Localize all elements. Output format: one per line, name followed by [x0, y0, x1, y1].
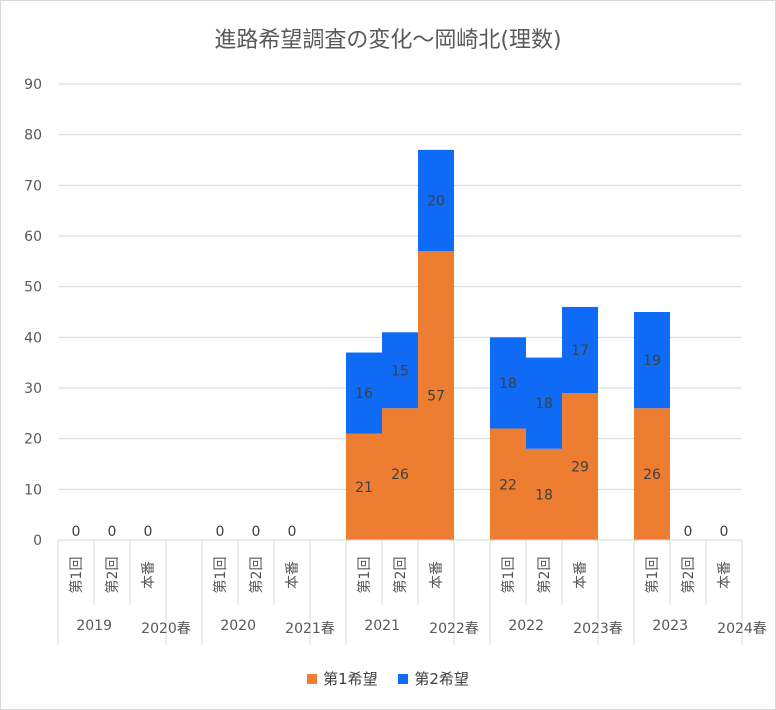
bar-series-1 — [634, 408, 670, 540]
y-tick-label: 80 — [24, 128, 42, 144]
data-label-series-1: 26 — [643, 467, 661, 483]
category-label: 第2回 — [104, 557, 121, 594]
group-label-season: 2020春 — [141, 621, 191, 637]
group-label-season: 2021春 — [285, 621, 335, 637]
group-label: 2021 — [364, 618, 400, 634]
bar-series-2 — [418, 149, 454, 252]
bar-series-2 — [634, 312, 670, 409]
group-label: 2020 — [220, 618, 256, 634]
bar-series-2 — [526, 357, 562, 449]
legend-swatch-series-2 — [398, 673, 409, 684]
data-label-series-1: 57 — [427, 389, 445, 405]
data-label-series-2: 18 — [535, 396, 553, 412]
bar-series-1 — [562, 393, 598, 540]
data-label-series-2: 0 — [720, 524, 729, 540]
legend-swatch-series-1 — [307, 673, 318, 684]
y-tick-label: 20 — [24, 432, 42, 448]
category-label: 本番 — [141, 561, 157, 589]
group-label: 2022 — [508, 618, 544, 634]
legend-label-series-2: 第2希望 — [414, 670, 469, 688]
data-label-series-1: 29 — [571, 460, 589, 476]
data-label-series-1: 0 — [252, 524, 261, 540]
bar-series-2 — [562, 306, 598, 394]
legend: 第1希望 第2希望 — [0, 668, 776, 689]
y-tick-label: 10 — [24, 482, 42, 498]
group-label: 2019 — [76, 618, 112, 634]
category-label: 第1回 — [212, 557, 229, 594]
data-label-series-2: 19 — [643, 353, 661, 369]
data-label-series-2: 15 — [391, 363, 409, 379]
category-label: 第1回 — [644, 557, 661, 594]
bar-series-2 — [346, 352, 382, 434]
y-tick-label: 70 — [24, 178, 42, 194]
data-label-series-1: 21 — [355, 480, 373, 496]
bar-series-1 — [382, 408, 418, 540]
group-label-season: 2024春 — [717, 621, 767, 637]
data-label-series-1: 26 — [391, 467, 409, 483]
chart-title: 進路希望調査の変化〜岡崎北(理数) — [214, 28, 562, 53]
y-tick-label: 60 — [24, 229, 42, 245]
group-label-season: 2023春 — [573, 621, 623, 637]
category-label: 第2回 — [248, 557, 265, 594]
bar-series-1 — [526, 448, 562, 540]
data-label-series-1: 18 — [535, 487, 553, 503]
category-label: 本番 — [429, 561, 445, 589]
category-label: 第2回 — [680, 557, 697, 594]
category-label: 第2回 — [392, 557, 409, 594]
y-tick-label: 40 — [24, 330, 42, 346]
bar-series-2 — [382, 332, 418, 409]
data-label-series-2: 20 — [427, 194, 445, 210]
category-label: 第1回 — [356, 557, 373, 594]
data-label-series-2: 0 — [684, 524, 693, 540]
bar-series-1 — [490, 428, 526, 540]
bar-series-1 — [418, 251, 454, 540]
category-label: 本番 — [573, 561, 589, 589]
data-label-series-1: 0 — [216, 524, 225, 540]
bar-series-1 — [346, 433, 382, 540]
category-label: 第1回 — [68, 557, 85, 594]
data-label-series-2: 16 — [355, 386, 373, 402]
data-label-series-1: 0 — [144, 524, 153, 540]
y-tick-label: 0 — [33, 533, 42, 549]
data-label-series-1: 0 — [288, 524, 297, 540]
bar-series-2 — [490, 337, 526, 429]
legend-label-series-1: 第1希望 — [323, 670, 378, 688]
legend-item-series-1: 第1希望 — [307, 668, 378, 689]
data-label-series-2: 18 — [499, 376, 517, 392]
category-label: 第1回 — [500, 557, 517, 594]
data-label-series-1: 22 — [499, 477, 517, 493]
legend-item-series-2: 第2希望 — [398, 668, 469, 689]
data-label-series-1: 0 — [108, 524, 117, 540]
data-label-series-2: 17 — [571, 343, 589, 359]
category-label: 本番 — [285, 561, 301, 589]
category-label: 本番 — [717, 561, 733, 589]
y-tick-label: 50 — [24, 280, 42, 296]
y-tick-label: 90 — [24, 77, 42, 93]
y-tick-label: 30 — [24, 381, 42, 397]
group-label: 2023 — [652, 618, 688, 634]
data-label-series-1: 0 — [72, 524, 81, 540]
group-label-season: 2022春 — [429, 621, 479, 637]
category-label: 第2回 — [536, 557, 553, 594]
